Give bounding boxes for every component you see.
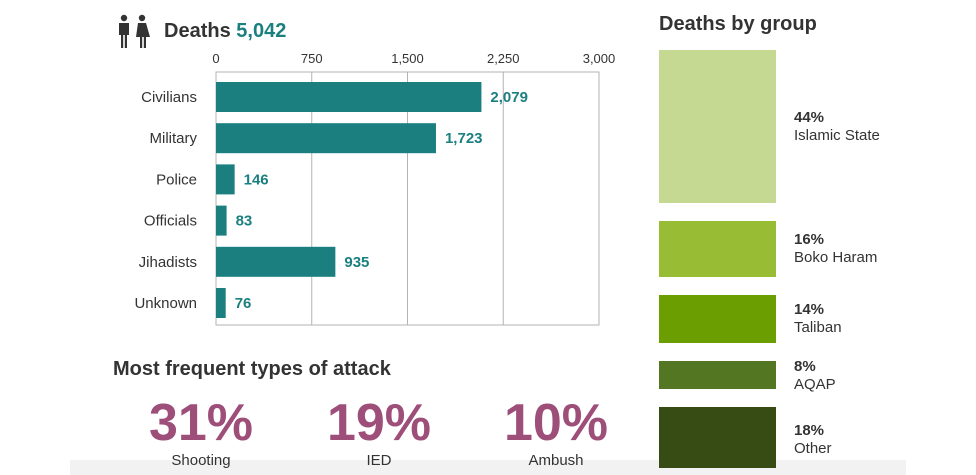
category-label: Military	[150, 130, 198, 147]
x-tick-label: 2,250	[487, 51, 520, 66]
deaths-total: 5,042	[236, 20, 287, 42]
group-block-islamic-state	[659, 50, 776, 203]
group-percent: 8%	[794, 358, 816, 375]
bar	[216, 246, 336, 277]
attack-percent: 31%	[148, 394, 254, 452]
group-percent: 14%	[794, 301, 825, 318]
data-label: 2,079	[490, 89, 528, 106]
group-label-other: 18% Other	[794, 422, 832, 458]
deaths-header	[113, 14, 153, 50]
category-label: Civilians	[141, 89, 197, 106]
bar	[216, 123, 436, 154]
attack-type-ambush: 10% Ambush	[476, 395, 636, 469]
attack-type-shooting: 31% Shooting	[121, 395, 281, 469]
bar	[216, 205, 227, 236]
group-block-taliban	[659, 295, 776, 343]
group-name: AQAP	[794, 376, 836, 393]
group-block-boko-haram	[659, 221, 776, 277]
group-name: Boko Haram	[794, 249, 878, 266]
x-tick-label: 3,000	[583, 51, 616, 66]
attack-percent: 10%	[503, 394, 609, 452]
bar	[216, 288, 226, 318]
data-label: 146	[244, 171, 269, 188]
group-name: Taliban	[794, 319, 842, 336]
data-label: 76	[235, 295, 252, 312]
group-block-other	[659, 407, 776, 468]
group-name: Islamic State	[794, 127, 880, 144]
attack-label: Ambush	[528, 452, 584, 469]
group-percent: 16%	[794, 231, 825, 248]
group-label-taliban: 14% Taliban	[794, 301, 842, 337]
groups-title: Deaths by group	[659, 13, 817, 35]
deaths-title: Deaths 5,042	[164, 20, 286, 43]
data-label: 1,723	[445, 130, 483, 147]
deaths-label: Deaths	[164, 20, 231, 42]
attack-type-ied: 19% IED	[299, 395, 459, 469]
attack-label: Shooting	[171, 452, 231, 469]
category-label: Officials	[144, 213, 197, 230]
deaths-bar-chart: 0 750 1,500 2,250 3,000 Civilians 2,079 Militar…	[134, 51, 616, 326]
bar	[216, 82, 482, 112]
category-label: Police	[156, 171, 197, 188]
group-percent: 44%	[794, 109, 825, 126]
x-tick-label: 1,500	[391, 51, 424, 66]
category-label: Jihadists	[139, 254, 197, 271]
attack-label: IED	[366, 452, 392, 469]
group-label-boko-haram: 16% Boko Haram	[794, 231, 877, 267]
group-label-islamic-state: 44% Islamic State	[794, 109, 880, 145]
data-label: 83	[236, 213, 253, 230]
attack-percent: 19%	[326, 394, 432, 452]
group-label-aqap: 8% AQAP	[794, 358, 836, 394]
x-tick-label: 750	[301, 51, 323, 66]
data-label: 935	[344, 254, 369, 271]
people-icon	[119, 14, 150, 48]
category-label: Unknown	[134, 295, 197, 312]
bar	[216, 164, 235, 195]
x-tick-label: 0	[212, 51, 219, 66]
group-percent: 18%	[794, 422, 825, 439]
attack-types-title: Most frequent types of attack	[113, 358, 391, 380]
group-name: Other	[794, 440, 832, 457]
group-block-aqap	[659, 361, 776, 389]
